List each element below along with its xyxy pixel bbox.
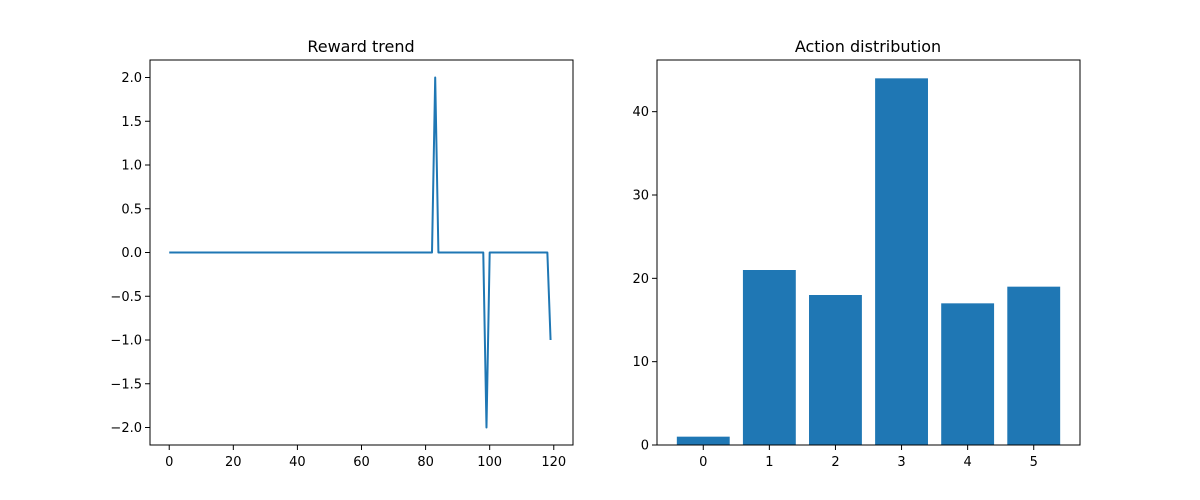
y-tick-label: 10 [632, 355, 649, 370]
y-tick-label: 2.0 [121, 71, 142, 86]
y-tick-label: 0 [641, 439, 649, 454]
x-tick-label: 4 [964, 455, 972, 470]
reward-series-line [169, 76, 552, 429]
reward-trend-title: Reward trend [307, 37, 414, 56]
y-tick-label: −0.5 [110, 290, 142, 305]
y-tick-label: 0.0 [121, 246, 142, 261]
x-tick-label: 1 [765, 455, 773, 470]
action-bar-4 [941, 303, 995, 445]
y-tick-label: 1.5 [121, 115, 142, 130]
y-tick-label: 30 [632, 189, 649, 204]
action-distribution-plot-area: 0 1 2 3 4 5 0 10 20 30 40 [632, 59, 1081, 470]
action-bar-1 [742, 270, 796, 445]
x-tick-label: 5 [1030, 455, 1038, 470]
reward-trend-plot-area: 0 20 40 60 80 100 120 −2.0 −1.5 −1.0 −0.5 0.0 0.5 1.0… [110, 59, 574, 470]
x-tick-label: 0 [165, 455, 173, 470]
x-tick-label: 3 [897, 455, 905, 470]
x-tick-label: 2 [831, 455, 839, 470]
action-distribution-title: Action distribution [795, 37, 941, 56]
x-tick-label: 40 [289, 455, 306, 470]
y-tick-label: 1.0 [121, 159, 142, 174]
action-bar-0 [676, 436, 730, 445]
y-tick-label: −1.0 [110, 334, 142, 349]
x-tick-label: 100 [477, 455, 502, 470]
x-tick-label: 120 [541, 455, 566, 470]
action-bar-3 [875, 78, 928, 445]
action-axes-frame [656, 59, 1081, 446]
y-tick-label: −2.0 [110, 421, 142, 436]
y-tick-label: 0.5 [121, 202, 142, 217]
action-bar-5 [1007, 286, 1061, 445]
x-tick-label: 0 [699, 455, 707, 470]
x-tick-label: 20 [225, 455, 242, 470]
y-tick-label: −1.5 [110, 377, 142, 392]
action-distribution-chart: Action distribution 0 1 2 3 4 5 0 10 20 30 40 [632, 37, 1081, 470]
reward-trend-chart: Reward trend 0 20 40 60 80 100 120 −2.0 −1.5 −1.0… [110, 37, 574, 470]
y-tick-label: 40 [632, 105, 649, 120]
y-tick-label: 20 [632, 272, 649, 287]
action-bar-2 [809, 295, 862, 445]
x-tick-label: 60 [353, 455, 370, 470]
x-tick-label: 80 [417, 455, 434, 470]
